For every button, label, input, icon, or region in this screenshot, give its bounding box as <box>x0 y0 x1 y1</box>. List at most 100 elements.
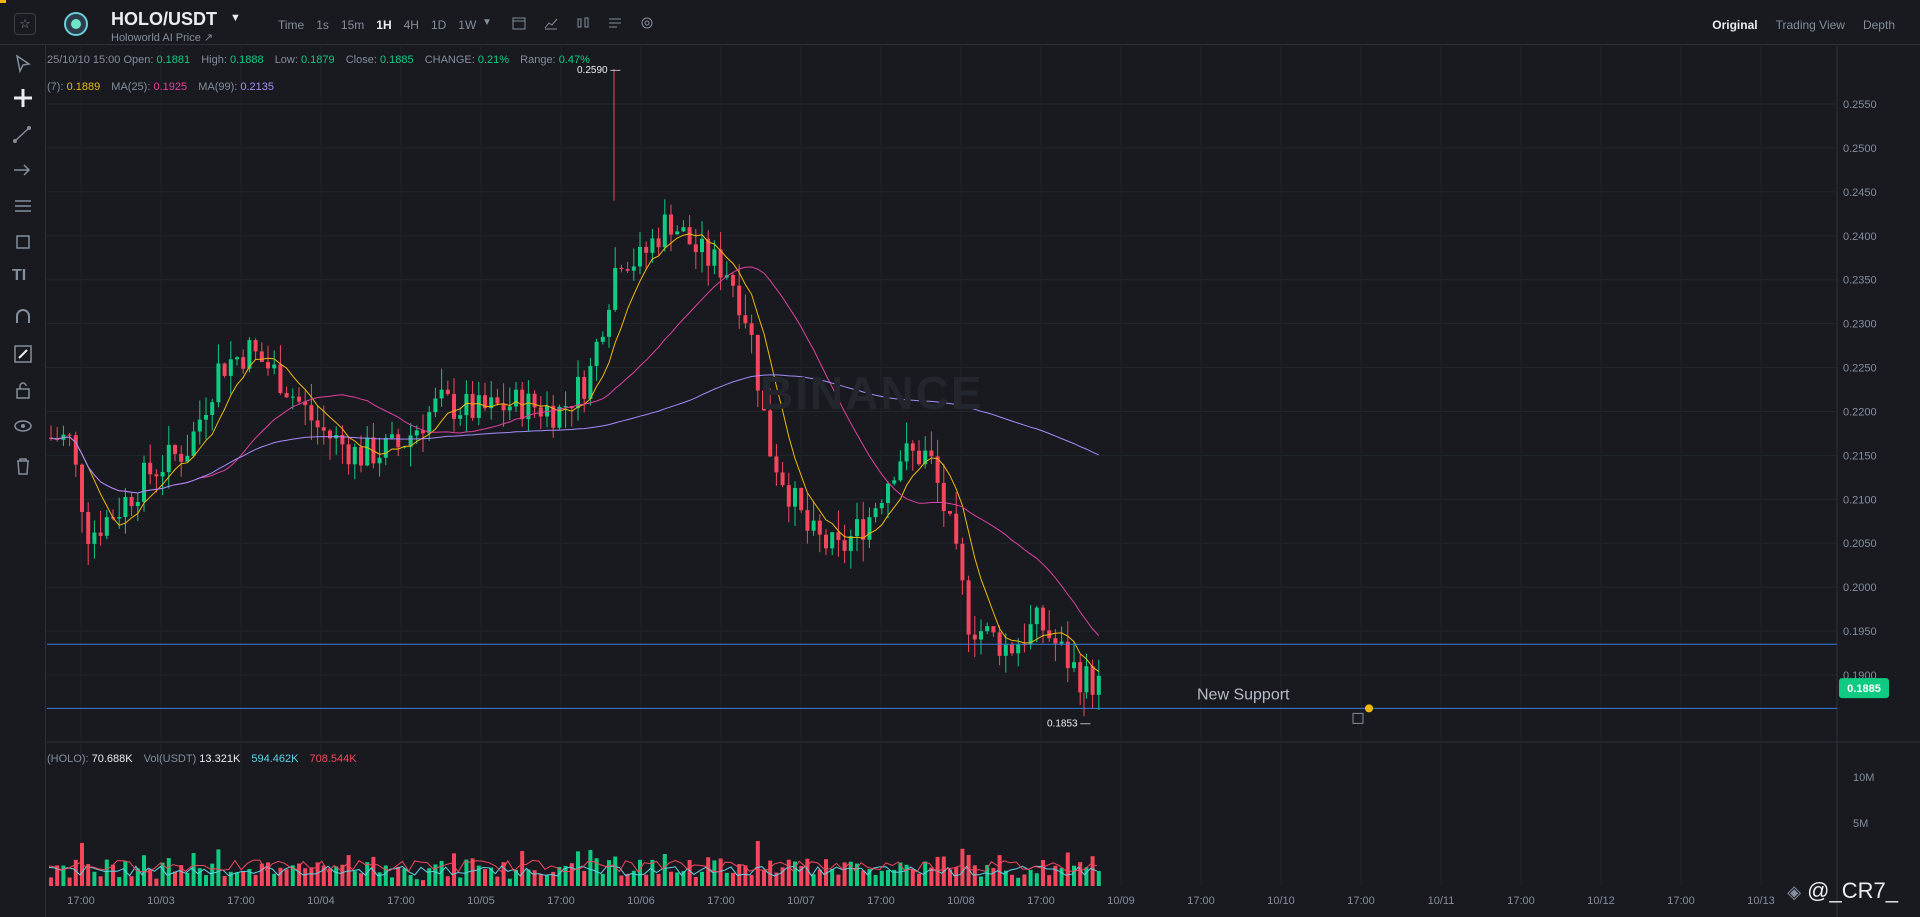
trash-icon[interactable] <box>12 455 34 477</box>
volume-bar <box>948 869 952 886</box>
interval-time[interactable]: Time <box>278 18 305 32</box>
tab-original[interactable]: Original <box>1712 18 1758 32</box>
candle-body <box>731 275 735 286</box>
time-axis-label: 10/06 <box>627 895 655 907</box>
candle-body <box>985 626 990 632</box>
candle-body <box>359 447 363 466</box>
arrow-tool-icon[interactable] <box>12 159 34 181</box>
high-marker-label: 0.2590 — <box>577 65 620 76</box>
indicators-icon[interactable] <box>543 15 559 31</box>
open-value: 0.1881 <box>156 54 191 66</box>
candle-body <box>309 405 314 421</box>
volume-bar <box>328 868 332 886</box>
price-axis-label: 0.2100 <box>1843 494 1877 506</box>
candle-body <box>520 389 525 420</box>
volume-bar <box>557 866 562 886</box>
volume-bar <box>247 868 252 886</box>
interval-1s[interactable]: 1s <box>316 18 329 32</box>
high-label: High: <box>201 54 227 66</box>
gear-icon[interactable] <box>639 15 655 31</box>
pair-dropdown-icon[interactable]: ▼ <box>230 12 241 24</box>
candle-body <box>1096 675 1101 695</box>
pair-title[interactable]: HOLO/USDT <box>111 9 217 29</box>
candle-body <box>842 540 847 551</box>
eye-icon[interactable] <box>12 415 34 437</box>
crosshair-icon[interactable] <box>12 87 34 109</box>
candle-body <box>817 520 822 535</box>
volume-bar <box>383 865 388 886</box>
volume-bar <box>334 866 339 886</box>
candle-body <box>228 359 233 376</box>
volume-bar <box>687 860 692 886</box>
text-tool-icon[interactable]: TI <box>12 267 27 284</box>
volume-bar <box>49 877 53 886</box>
candle-body <box>86 512 91 544</box>
holo-coin-logo <box>64 12 88 36</box>
favorite-star-icon[interactable]: ☆ <box>14 13 36 35</box>
chart-settings-list-icon[interactable] <box>607 15 623 31</box>
volume-bar <box>929 867 934 886</box>
interval-4h[interactable]: 4H <box>403 18 419 32</box>
candle-body <box>1090 666 1095 695</box>
interval-1h[interactable]: 1H <box>376 18 392 32</box>
tab-trading-view[interactable]: Trading View <box>1775 18 1845 32</box>
volume-bar <box>290 865 295 886</box>
volume-bar <box>495 876 500 886</box>
volume-bar <box>452 853 456 886</box>
volume-bar <box>204 875 208 886</box>
lock-icon[interactable] <box>12 379 34 401</box>
magnet-icon[interactable] <box>12 307 34 329</box>
volume-bar <box>55 865 60 886</box>
volume-bar <box>359 873 363 886</box>
volume-bar <box>514 869 518 886</box>
volume-bar <box>1053 865 1058 886</box>
shape-tool-icon[interactable] <box>12 231 34 253</box>
candle-body <box>272 364 277 369</box>
candle-body <box>594 341 599 366</box>
volume-bar <box>594 858 599 886</box>
drawing-mode-icon[interactable] <box>12 343 34 365</box>
volume-bar <box>315 862 320 886</box>
chart-type-icon[interactable] <box>575 15 591 31</box>
volume-bar <box>848 861 853 886</box>
tab-depth[interactable]: Depth <box>1862 18 1895 32</box>
volume-bar <box>997 855 1002 886</box>
interval-more-icon[interactable]: ▼ <box>482 17 492 28</box>
time-axis-label: 17:00 <box>867 895 895 907</box>
candle-body <box>656 238 661 248</box>
volume-bar <box>780 867 785 886</box>
candle-body <box>551 405 556 428</box>
interval-1w[interactable]: 1W <box>458 18 477 32</box>
volume-bar <box>681 871 686 886</box>
volume-bar <box>625 873 630 886</box>
candle-body <box>390 434 394 438</box>
volume-bar <box>842 862 847 886</box>
volume-bar <box>613 856 618 886</box>
pair-subtitle-link[interactable]: Holoworld AI Price ↗ <box>111 32 214 44</box>
vol-usdt-value: 13.321K <box>199 753 241 765</box>
time-axis-label: 17:00 <box>227 895 255 907</box>
candlestick-chart[interactable]: 0.2550 0.2500 0.2450 0.2400 0.2350 0.2300 0.22… <box>47 46 1920 917</box>
volume-info: (HOLO): 70.688K Vol(USDT) 13.321K 594.46… <box>47 753 357 765</box>
price-axis-label: 0.2500 <box>1843 143 1877 155</box>
fib-tool-icon[interactable] <box>12 195 34 217</box>
trend-line-icon[interactable] <box>12 123 34 145</box>
vol-ma1-value: 594.462K <box>251 753 299 765</box>
interval-15m[interactable]: 15m <box>340 18 365 32</box>
candle-body <box>582 376 587 399</box>
calendar-icon[interactable] <box>511 15 527 31</box>
interval-1d[interactable]: 1D <box>430 18 447 32</box>
candle-body <box>588 365 593 399</box>
candle-body <box>476 395 481 418</box>
volume-bar <box>817 869 822 886</box>
candle-body <box>377 457 382 464</box>
time-axis-label: 10/11 <box>1428 895 1455 907</box>
volume-bar <box>966 854 971 886</box>
volume-bar <box>501 862 506 886</box>
candle-body <box>371 437 376 464</box>
volume-bar <box>439 860 444 886</box>
volume-bar <box>662 853 667 886</box>
time-axis-label: 10/10 <box>1267 895 1295 907</box>
candle-body <box>532 393 537 408</box>
cursor-arrow-icon[interactable] <box>12 53 34 75</box>
